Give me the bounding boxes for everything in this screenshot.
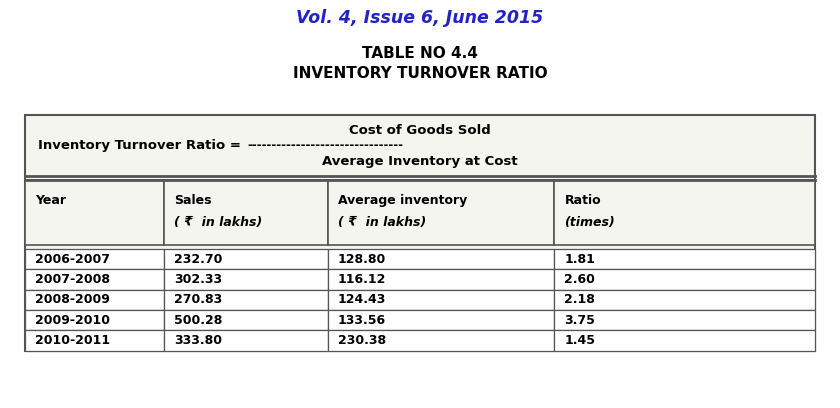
- Bar: [25, 310, 164, 330]
- Bar: [25, 290, 164, 310]
- Text: 2.60: 2.60: [564, 273, 596, 286]
- Text: Cost of Goods Sold: Cost of Goods Sold: [349, 124, 491, 137]
- Bar: [25, 269, 164, 290]
- Text: Ratio: Ratio: [564, 194, 601, 207]
- Text: TABLE NO 4.4: TABLE NO 4.4: [362, 46, 478, 60]
- Bar: [328, 290, 554, 310]
- Text: ( ₹  in lakhs): ( ₹ in lakhs): [174, 216, 262, 229]
- Text: 333.80: 333.80: [174, 334, 222, 347]
- Text: 128.80: 128.80: [338, 253, 386, 266]
- Text: 232.70: 232.70: [174, 253, 223, 266]
- Bar: [554, 249, 815, 269]
- Bar: [554, 290, 815, 310]
- Text: 2006-2007: 2006-2007: [35, 253, 110, 266]
- Text: Inventory Turnover Ratio =: Inventory Turnover Ratio =: [38, 139, 241, 152]
- Bar: [164, 310, 328, 330]
- Text: 133.56: 133.56: [338, 314, 386, 327]
- Bar: [554, 180, 815, 245]
- Text: 2008-2009: 2008-2009: [35, 293, 110, 306]
- Text: 3.75: 3.75: [564, 314, 596, 327]
- Bar: [164, 180, 328, 245]
- Text: 2007-2008: 2007-2008: [35, 273, 110, 286]
- Text: 500.28: 500.28: [174, 314, 223, 327]
- Text: Vol. 4, Issue 6, June 2015: Vol. 4, Issue 6, June 2015: [297, 9, 543, 27]
- Bar: [25, 330, 164, 351]
- Text: 2009-2010: 2009-2010: [35, 314, 110, 327]
- Bar: [164, 290, 328, 310]
- Text: Average inventory: Average inventory: [338, 194, 467, 207]
- Text: 1.45: 1.45: [564, 334, 596, 347]
- Text: 2010-2011: 2010-2011: [35, 334, 110, 347]
- Bar: [554, 310, 815, 330]
- Bar: [328, 269, 554, 290]
- Bar: [164, 249, 328, 269]
- Text: 230.38: 230.38: [338, 334, 386, 347]
- Text: Year: Year: [35, 194, 66, 207]
- Bar: [25, 249, 164, 269]
- Text: --------------------------------: --------------------------------: [248, 139, 404, 152]
- Bar: [25, 180, 164, 245]
- Bar: [554, 269, 815, 290]
- Text: 270.83: 270.83: [174, 293, 222, 306]
- Text: Sales: Sales: [174, 194, 212, 207]
- Bar: [328, 330, 554, 351]
- Text: Average Inventory at Cost: Average Inventory at Cost: [323, 155, 517, 168]
- Text: 124.43: 124.43: [338, 293, 386, 306]
- Bar: [328, 310, 554, 330]
- Text: 302.33: 302.33: [174, 273, 222, 286]
- Text: (times): (times): [564, 216, 615, 229]
- Text: INVENTORY TURNOVER RATIO: INVENTORY TURNOVER RATIO: [292, 66, 548, 81]
- Bar: [164, 330, 328, 351]
- Text: ( ₹  in lakhs): ( ₹ in lakhs): [338, 216, 426, 229]
- Text: 1.81: 1.81: [564, 253, 596, 266]
- Text: 116.12: 116.12: [338, 273, 386, 286]
- Bar: [554, 330, 815, 351]
- Bar: [328, 180, 554, 245]
- Bar: [328, 249, 554, 269]
- Bar: [164, 269, 328, 290]
- Bar: [25, 115, 815, 351]
- Text: 2.18: 2.18: [564, 293, 596, 306]
